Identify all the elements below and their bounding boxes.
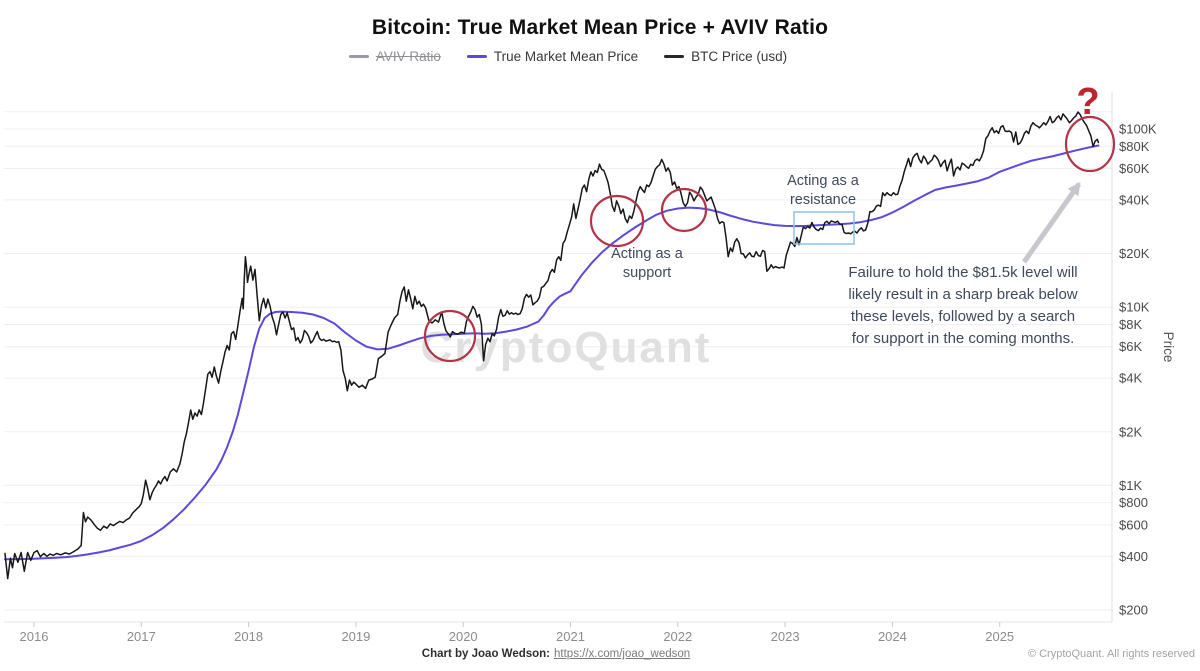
legend-label: AVIV Ratio — [375, 49, 441, 64]
legend-swatch — [466, 55, 487, 58]
y-tick-label: $20K — [1119, 246, 1150, 261]
y-tick-label: $10K — [1119, 300, 1150, 315]
x-tick-label: 2024 — [878, 629, 907, 644]
legend-label: BTC Price (usd) — [691, 49, 788, 64]
x-tick-label: 2018 — [234, 629, 263, 644]
legend-item-btc-price-usd-[interactable]: BTC Price (usd) — [664, 49, 787, 64]
y-tick-label: $600 — [1119, 517, 1148, 532]
credit-link[interactable]: https://x.com/joao_wedson — [554, 648, 691, 660]
failure-note: Failure to hold the $81.5k level will lik… — [848, 264, 1077, 347]
y-tick-label: $80K — [1119, 139, 1150, 154]
annotation-circle — [423, 309, 477, 363]
true-market-mean-line — [4, 144, 1100, 561]
resistance-label: Acting as a resistance — [787, 173, 860, 208]
legend-item-aviv-ratio[interactable]: AVIV Ratio — [348, 49, 441, 64]
chart-legend: AVIV Ratio True Market Mean Price BTC Pric… — [0, 49, 1168, 64]
support-label: Acting as a support — [611, 246, 684, 281]
y-tick-label: $1K — [1119, 478, 1142, 493]
legend-label: True Market Mean Price — [493, 49, 639, 64]
annotation-circle — [660, 187, 708, 233]
x-tick-label: 2023 — [771, 629, 800, 644]
annotation-circle — [1064, 115, 1116, 173]
x-tick-label: 2017 — [127, 629, 156, 644]
y-tick-label: $6K — [1119, 339, 1142, 354]
y-tick-label: $2K — [1119, 424, 1142, 439]
y-tick-label: $40K — [1119, 192, 1150, 207]
x-tick-label: 2019 — [341, 629, 370, 644]
x-tick-label: 2020 — [449, 629, 478, 644]
y-tick-label: $800 — [1119, 495, 1148, 510]
legend-swatch — [348, 55, 369, 58]
btc-price-line — [4, 111, 1100, 580]
x-tick-label: 2021 — [556, 629, 585, 644]
copyright-notice: © CryptoQuant. All rights reserved — [1027, 648, 1195, 660]
x-tick-label: 2022 — [663, 629, 692, 644]
question-mark: ? — [1076, 81, 1099, 123]
price-axis-title: Price — [1161, 332, 1176, 363]
y-tick-label: $60K — [1119, 161, 1150, 176]
x-tick-label: 2016 — [20, 629, 49, 644]
x-tick-label: 2025 — [985, 629, 1014, 644]
y-tick-label: $200 — [1119, 602, 1148, 617]
cryptoquant-watermark: CryptoQuant — [421, 323, 712, 372]
credit-label: Chart by Joao Wedson: — [421, 648, 551, 660]
annotation-circle — [589, 194, 645, 248]
pointer-arrow — [1021, 181, 1082, 264]
legend-swatch — [664, 55, 685, 58]
y-tick-label: $4K — [1119, 371, 1142, 386]
y-tick-label: $8K — [1119, 317, 1142, 332]
y-tick-label: $400 — [1119, 549, 1148, 564]
y-tick-label: $100K — [1119, 122, 1157, 137]
resistance-box — [793, 211, 855, 245]
legend-item-true-market-mean-price[interactable]: True Market Mean Price — [466, 49, 639, 64]
credit-line: Chart by Joao Wedson: https://x.com/joao_… — [0, 648, 1156, 660]
